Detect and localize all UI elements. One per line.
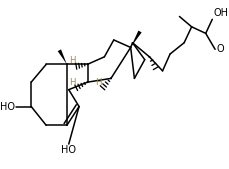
Text: HO: HO: [61, 145, 76, 155]
Text: H: H: [95, 78, 101, 87]
Text: O: O: [216, 44, 224, 54]
Polygon shape: [130, 31, 141, 47]
Text: HO: HO: [0, 102, 15, 112]
Text: OH: OH: [212, 8, 227, 18]
Polygon shape: [57, 49, 67, 64]
Text: H: H: [68, 56, 75, 65]
Text: H: H: [68, 78, 75, 87]
